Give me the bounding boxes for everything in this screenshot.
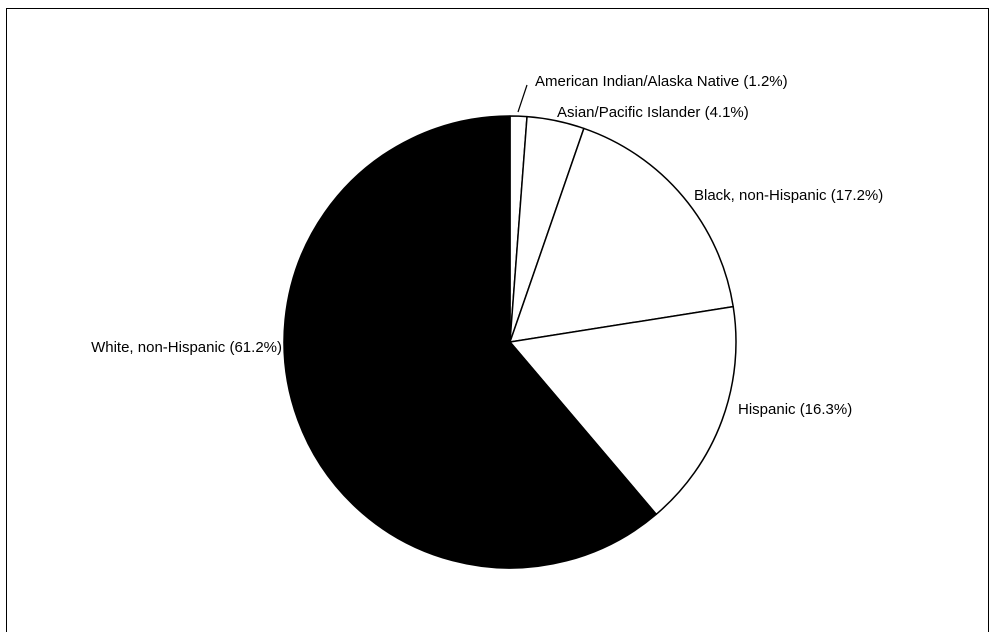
pie-slices bbox=[283, 115, 737, 569]
slice-label-asian-pacific-islander: Asian/Pacific Islander (4.1%) bbox=[557, 104, 749, 121]
pie-slice-black-non-hispanic bbox=[509, 127, 734, 343]
slice-label-black-non-hispanic: Black, non-Hispanic (17.2%) bbox=[694, 187, 883, 204]
slice-labels: American Indian/Alaska Native (1.2%) Asia… bbox=[91, 73, 883, 418]
chart-frame bbox=[6, 8, 989, 632]
slice-label-american-indian-alaska-native: American Indian/Alaska Native (1.2%) bbox=[535, 73, 788, 90]
pie-slice-white-non-hispanic bbox=[283, 115, 657, 569]
slice-label-white-non-hispanic: White, non-Hispanic (61.2%) bbox=[91, 339, 282, 356]
pie-slice-hispanic bbox=[509, 305, 737, 516]
leader-lines bbox=[517, 84, 528, 113]
leader-line-american-indian-alaska-native bbox=[517, 84, 528, 113]
slice-label-hispanic: Hispanic (16.3%) bbox=[738, 401, 852, 418]
